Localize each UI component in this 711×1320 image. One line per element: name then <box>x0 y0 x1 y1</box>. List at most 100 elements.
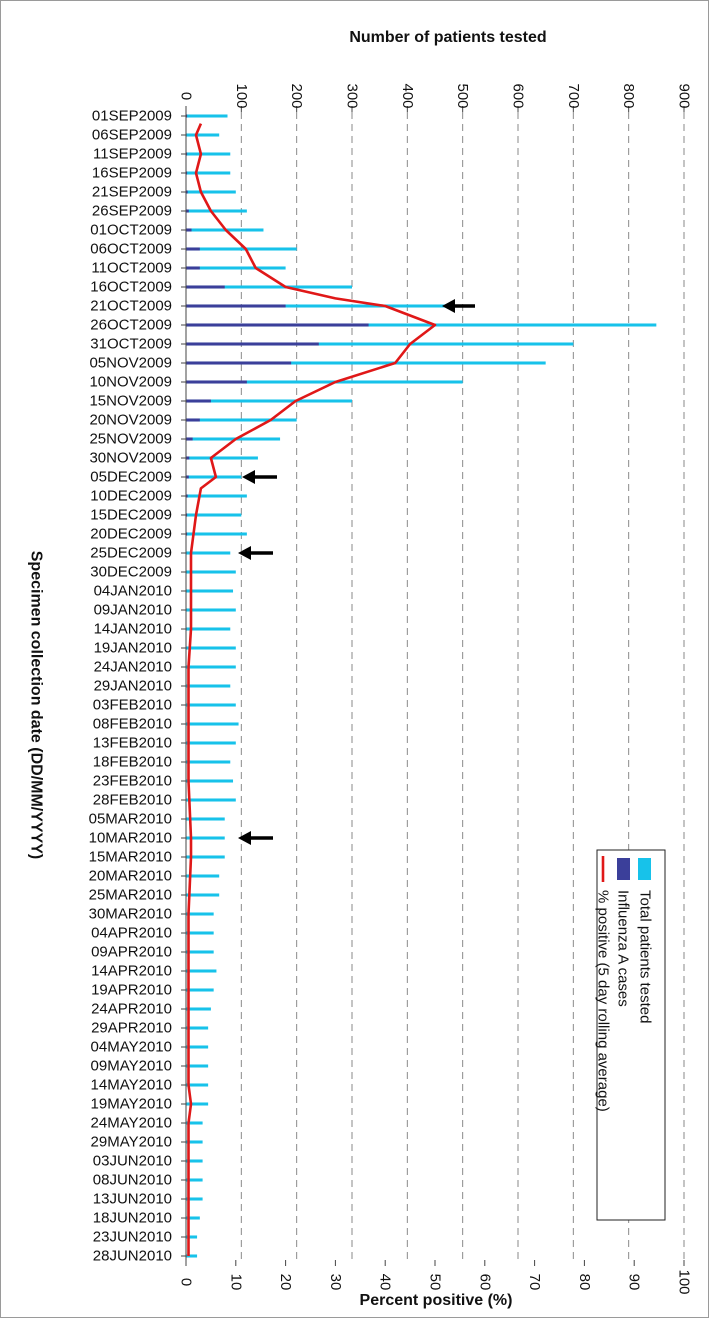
bottom-axis-title: Percent positive (%) <box>360 1292 513 1309</box>
influenza-a-bar <box>186 342 319 346</box>
legend-box <box>596 849 666 1221</box>
top-axis-tick-label: 0 <box>178 92 195 100</box>
total-patients-bar <box>186 1197 203 1201</box>
total-patients-bar <box>186 456 258 460</box>
total-patients-bar <box>186 399 352 403</box>
legend-label: Influenza A cases <box>615 890 632 1007</box>
date-tick-label: 14MAY2010 <box>91 1077 172 1094</box>
total-patients-bar <box>186 931 214 935</box>
influenza-a-bars <box>186 114 369 859</box>
date-tick-label: 06OCT2009 <box>90 241 172 258</box>
bottom-axis-tick-label: 90 <box>626 1274 643 1291</box>
total-patients-bar <box>186 969 217 973</box>
date-tick-label: 23FEB2010 <box>93 773 172 790</box>
arrow-head <box>242 470 255 484</box>
date-tick-label: 30NOV2009 <box>89 450 172 467</box>
total-patients-bar <box>186 1102 209 1106</box>
date-tick-label: 28JUN2010 <box>93 1248 172 1265</box>
influenza-a-bar <box>186 494 188 498</box>
date-tick-label: 21SEP2009 <box>92 184 172 201</box>
date-tick-label: 16SEP2009 <box>92 165 172 182</box>
date-tick-label: 30MAR2010 <box>89 906 172 923</box>
total-patients-bar <box>186 779 234 783</box>
top-axis-tick-label: 900 <box>676 83 693 108</box>
influenza-a-bar <box>186 285 225 289</box>
influenza-a-bar <box>186 266 200 270</box>
date-tick-label: 20NOV2009 <box>89 412 172 429</box>
total-patients-bar <box>186 494 247 498</box>
total-patients-bar <box>186 1159 203 1163</box>
total-patients-bar <box>186 114 228 118</box>
top-axis-tick-label: 100 <box>233 83 250 108</box>
date-tick-label: 09APR2010 <box>91 944 172 961</box>
bottom-axis-tick-label: 50 <box>427 1274 444 1291</box>
date-tick-label: 19MAY2010 <box>91 1096 172 1113</box>
date-tick-label: 13JUN2010 <box>93 1191 172 1208</box>
influenza-a-bar <box>186 190 188 194</box>
date-tick-label: 04MAY2010 <box>91 1039 172 1056</box>
top-axis-tick-label: 800 <box>620 83 637 108</box>
date-tick-label: 21OCT2009 <box>90 298 172 315</box>
total-patients-bar <box>186 855 225 859</box>
date-tick-label: 05MAR2010 <box>89 811 172 828</box>
date-axis-title: Specimen collection date (DD/MM/YYYY) <box>28 551 45 860</box>
date-tick-label: 16OCT2009 <box>90 279 172 296</box>
date-tick-label: 29APR2010 <box>91 1020 172 1037</box>
total-patients-bar <box>186 152 231 156</box>
total-patients-bar <box>186 437 281 441</box>
date-tick-label: 08JUN2010 <box>93 1172 172 1189</box>
bottom-axis-tick-label: 80 <box>576 1274 593 1291</box>
total-patients-bar <box>186 304 452 308</box>
date-tick-label: 13FEB2010 <box>93 735 172 752</box>
date-tick-label: 18JUN2010 <box>93 1210 172 1227</box>
date-tick-label: 01SEP2009 <box>92 108 172 125</box>
influenza-a-bar <box>186 513 188 517</box>
total-patients-bar <box>186 418 297 422</box>
date-tick-label: 26OCT2009 <box>90 317 172 334</box>
influenza-a-bar <box>186 209 189 213</box>
date-tick-label: 29MAY2010 <box>91 1134 172 1151</box>
bottom-axis-tick-label: 40 <box>377 1274 394 1291</box>
total-patients-bar <box>186 589 234 593</box>
total-patients-bar <box>186 627 231 631</box>
top-axis-tick-label: 700 <box>565 83 582 108</box>
arrow-head <box>442 299 455 313</box>
total-patients-bar <box>186 1064 209 1068</box>
total-patients-bar <box>186 703 236 707</box>
total-patients-bar <box>186 570 236 574</box>
date-tick-label: 25MAR2010 <box>89 887 172 904</box>
total-patients-bar <box>186 361 546 365</box>
influenza-a-bar <box>186 361 292 365</box>
top-axis-tick-label: 600 <box>510 83 527 108</box>
total-patients-bar <box>186 912 214 916</box>
influenza-a-bar <box>186 247 200 251</box>
bottom-axis-tick-label: 100 <box>676 1269 693 1294</box>
date-tick-label: 04JAN2010 <box>94 583 172 600</box>
date-tick-label: 09JAN2010 <box>94 602 172 619</box>
date-tick-label: 29JAN2010 <box>94 678 172 695</box>
top-axis-tick-label: 200 <box>288 83 305 108</box>
total-patients-bar <box>186 1026 209 1030</box>
date-tick-label: 08FEB2010 <box>93 716 172 733</box>
total-patients-bar <box>186 1007 211 1011</box>
bottom-axis-tick-label: 30 <box>327 1274 344 1291</box>
total-patients-bar <box>186 247 297 251</box>
date-tick-label: 10NOV2009 <box>89 374 172 391</box>
total-patients-bar <box>186 133 220 137</box>
date-tick-label: 05NOV2009 <box>89 355 172 372</box>
date-tick-label: 25NOV2009 <box>89 431 172 448</box>
influenza-a-bar <box>186 399 211 403</box>
bottom-axis-tick-label: 0 <box>178 1278 195 1286</box>
total-patients-bar <box>186 285 352 289</box>
date-tick-label: 24JAN2010 <box>94 659 172 676</box>
legend-label: % positive (5 day rolling average) <box>595 890 612 1112</box>
total-patients-bar <box>186 475 242 479</box>
influenza-a-bar <box>186 418 200 422</box>
bottom-axis-tick-label: 10 <box>227 1274 244 1291</box>
arrow-head <box>238 831 251 845</box>
influenza-a-bar <box>186 532 188 536</box>
date-tick-label: 18FEB2010 <box>93 754 172 771</box>
influenza-a-bar <box>186 114 188 118</box>
annotation-arrows <box>238 299 475 845</box>
